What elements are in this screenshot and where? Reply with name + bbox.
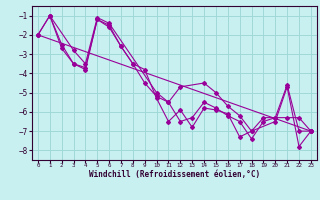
X-axis label: Windchill (Refroidissement éolien,°C): Windchill (Refroidissement éolien,°C) (89, 170, 260, 179)
